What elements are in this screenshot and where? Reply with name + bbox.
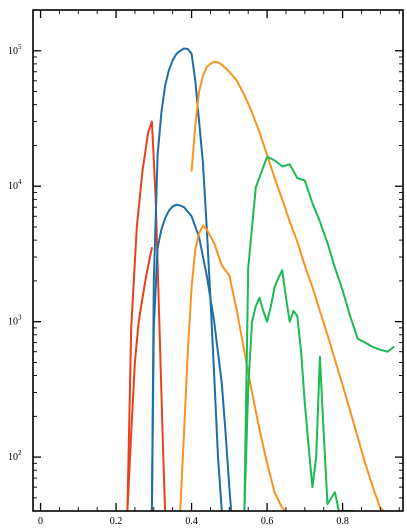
x-tick-label: 0.4 xyxy=(185,516,198,527)
series-layer xyxy=(126,47,395,511)
series-line-7 xyxy=(243,155,395,511)
plot-frame xyxy=(32,9,404,512)
series-line-3 xyxy=(150,47,223,511)
x-tick-label: 0 xyxy=(38,516,43,527)
x-tick-label: 0.6 xyxy=(261,516,274,527)
y-tick-label: 104 xyxy=(8,178,22,192)
series-line-4 xyxy=(150,203,233,511)
y-tick-label-exponent: 3 xyxy=(18,314,22,322)
series-line-5 xyxy=(190,60,386,511)
series-line-2 xyxy=(126,247,153,511)
series-line-6 xyxy=(179,224,287,511)
y-tick-label-exponent: 5 xyxy=(18,43,22,51)
x-tick-label: 0.8 xyxy=(336,516,349,527)
series-line-1 xyxy=(126,120,167,511)
y-tick-label: 105 xyxy=(8,43,22,57)
x-tick-label: 0.2 xyxy=(110,516,123,527)
y-tick-label-base: 10 xyxy=(8,181,18,192)
y-tick-label-base: 10 xyxy=(8,46,18,57)
y-tick-label-base: 10 xyxy=(8,452,18,463)
y-tick-label: 103 xyxy=(8,314,22,328)
y-tick-label-exponent: 4 xyxy=(18,178,22,186)
y-tick-label-base: 10 xyxy=(8,317,18,328)
y-tick-label: 102 xyxy=(8,449,22,463)
y-tick-label-exponent: 2 xyxy=(18,449,22,457)
series-line-8 xyxy=(243,269,355,511)
